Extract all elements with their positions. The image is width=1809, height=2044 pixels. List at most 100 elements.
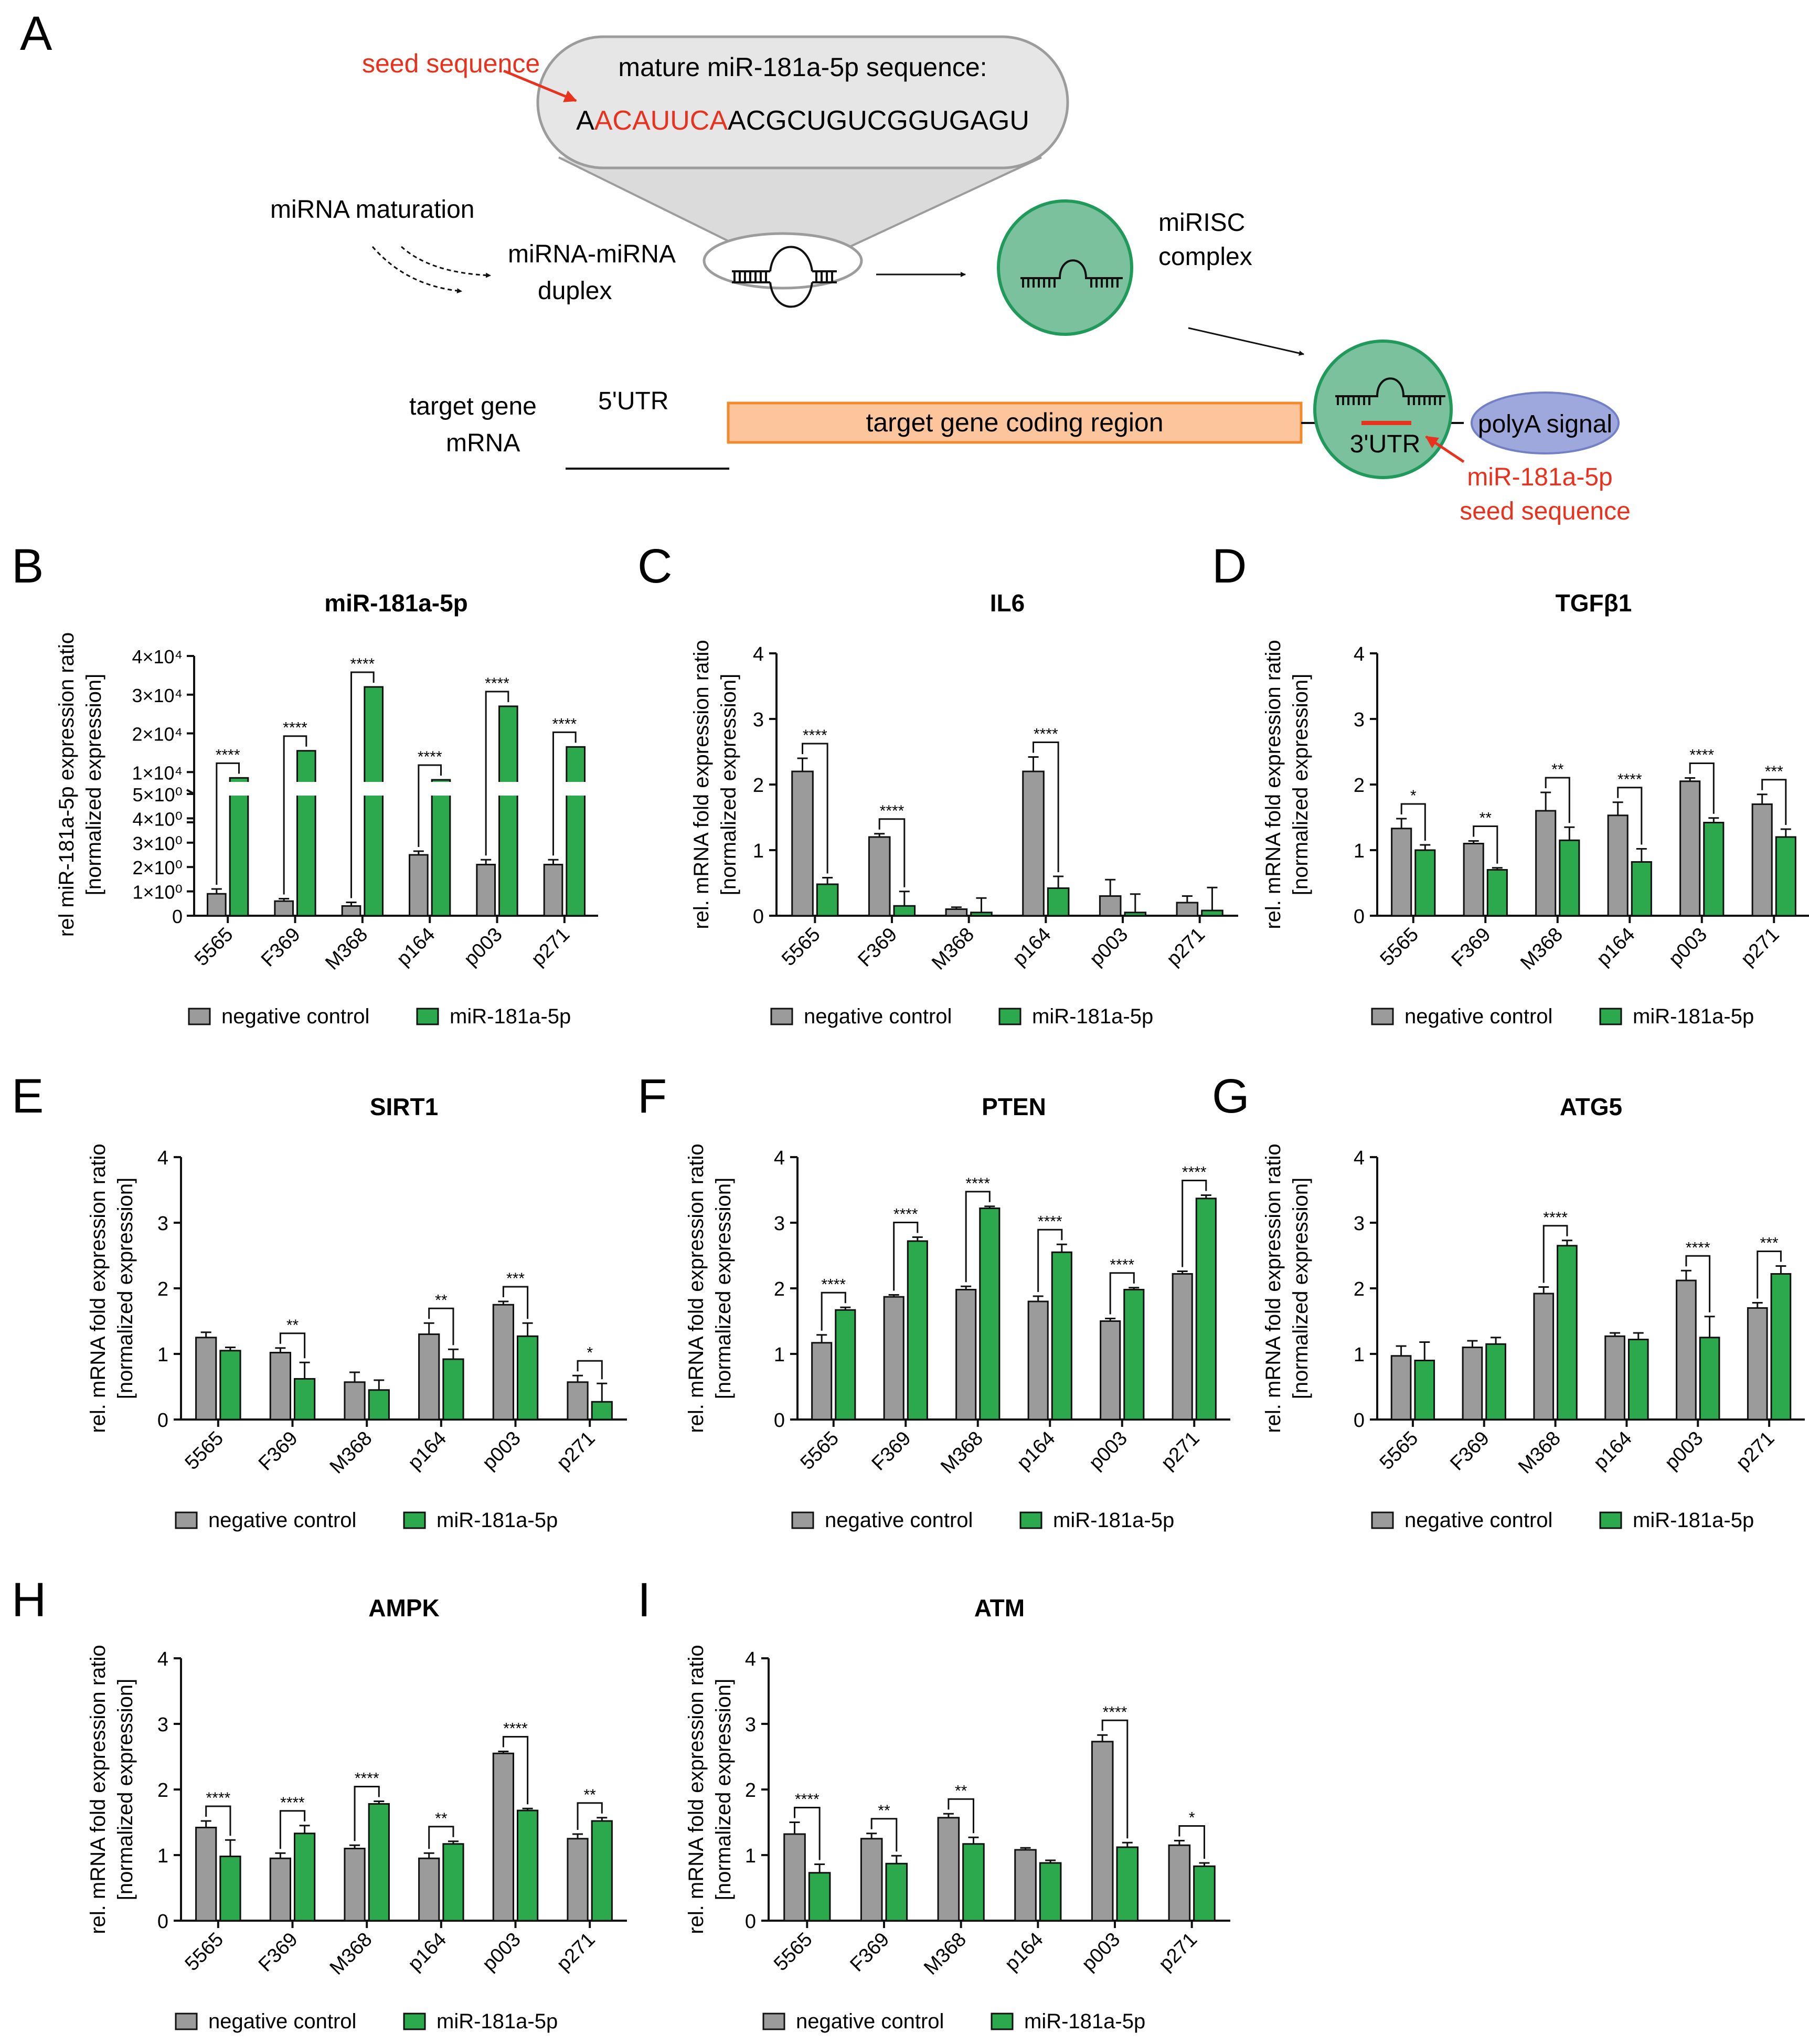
bar-treated	[431, 779, 451, 917]
y-axis-label-units: [normalized expression]	[717, 674, 740, 895]
y-tick-label: 2	[753, 775, 764, 797]
significance-bracket	[794, 1807, 821, 1860]
x-tick-label: M368	[928, 924, 978, 975]
significance-marker: ****	[503, 1720, 528, 1738]
panel-label: E	[12, 1069, 44, 1123]
y-tick-label: 4×10⁰	[132, 808, 183, 830]
panel-e-chart: E SIRT1 rel. mRNA fold expression ratio [no…	[12, 1069, 627, 1532]
y-tick-label: 2	[774, 1278, 785, 1300]
legend-swatch-control	[175, 2013, 198, 2030]
legend-swatch-treated	[1599, 1511, 1622, 1529]
legend-swatch-control	[791, 1511, 814, 1529]
significance-marker: ****	[206, 1789, 230, 1807]
x-tick-label: p271	[1155, 1929, 1201, 1975]
bar-control	[1027, 1300, 1049, 1421]
x-tick-label: p003	[1078, 1929, 1124, 1975]
bar-treated	[1116, 1846, 1139, 1922]
bar-treated	[1124, 912, 1147, 917]
significance-bracket	[965, 1191, 991, 1283]
x-tick-label: 5565	[1376, 924, 1423, 970]
significance-bracket	[354, 1786, 380, 1841]
duplex-label-1: miRNA-miRNA	[508, 240, 676, 268]
x-tick-label: F369	[254, 1427, 302, 1475]
legend-swatch-treated	[403, 1511, 426, 1529]
bar-control	[1390, 1355, 1412, 1421]
bar-treated	[296, 750, 316, 917]
panel-label: F	[637, 1069, 667, 1123]
x-tick-label: 5565	[190, 924, 237, 970]
bar-control	[344, 1381, 366, 1421]
significance-marker: **	[1551, 761, 1564, 778]
significance-bracket	[502, 1736, 529, 1805]
bar-treated	[294, 1378, 316, 1421]
bar-control	[811, 1342, 833, 1421]
y-tick-label: 1	[157, 1344, 168, 1366]
bar-treated	[1703, 822, 1725, 917]
bar-treated	[893, 905, 916, 917]
x-tick-label: p164	[1013, 1427, 1059, 1474]
x-tick-label: M368	[937, 1427, 987, 1478]
y-axis-label-units: [normalized expression]	[712, 1679, 735, 1900]
bar-treated	[1414, 849, 1436, 917]
x-tick-label: p164	[1589, 1427, 1636, 1474]
bar-control	[1533, 1293, 1555, 1421]
significance-marker: ****	[355, 1770, 379, 1787]
y-tick-label: 3	[745, 1714, 756, 1736]
bar-control	[341, 905, 361, 917]
utr5-label: 5'UTR	[598, 387, 669, 415]
significance-bracket	[1685, 1255, 1711, 1312]
axis-break-gap	[430, 782, 452, 796]
y-tick-label: 2×10⁰	[132, 857, 183, 878]
x-tick-label: p271	[1157, 1427, 1204, 1474]
mature-sequence-box	[536, 35, 1069, 170]
x-tick-label: p164	[392, 924, 439, 970]
significance-marker: ****	[552, 715, 577, 733]
x-tick-label: p003	[1086, 924, 1132, 970]
bar-control	[1676, 1279, 1697, 1421]
legend-swatch-control	[1371, 1511, 1394, 1529]
significance-bracket	[802, 743, 828, 874]
y-tick-label: 2	[1354, 775, 1365, 797]
chart-title: AMPK	[368, 1594, 439, 1622]
significance-marker: ***	[1765, 763, 1783, 780]
bar-treated	[1485, 1343, 1506, 1421]
bar-treated	[970, 912, 993, 917]
x-tick-label: F369	[854, 924, 901, 971]
bar-control	[937, 1817, 960, 1922]
mature-sequence: AACAUUCAACGCUGUCGGUGAGU	[576, 105, 1029, 136]
seq-rest: ACGCUGUCGGUGAGU	[728, 105, 1029, 136]
x-tick-label: 5565	[796, 1427, 843, 1474]
x-tick-label: p164	[1008, 924, 1055, 970]
mature-sequence-title: mature miR-181a-5p sequence:	[618, 52, 987, 82]
significance-marker: ****	[280, 1794, 305, 1812]
y-tick-label: 1	[157, 1845, 168, 1867]
legend-label-treated: miR-181a-5p	[1633, 1005, 1754, 1028]
x-tick-label: p003	[478, 1929, 525, 1975]
y-tick-label: 4	[157, 1147, 168, 1169]
bar-control	[955, 1289, 977, 1421]
x-tick-label: p003	[1661, 1427, 1707, 1474]
y-tick-label: 2×10⁴	[132, 724, 183, 745]
y-tick-label: 3	[774, 1213, 785, 1235]
y-axis-label-units: [normalized expression]	[712, 1178, 735, 1399]
x-tick-label: p003	[1665, 924, 1711, 970]
significance-marker: ****	[803, 727, 827, 744]
bar-control	[1462, 1347, 1483, 1421]
mirisc-strand-icon	[1020, 259, 1123, 288]
bar-treated	[591, 1401, 613, 1421]
significance-marker: *	[1410, 787, 1417, 804]
chart-title: IL6	[990, 589, 1025, 617]
significance-marker: ***	[506, 1270, 525, 1287]
bar-control	[1091, 1741, 1114, 1922]
significance-bracket	[502, 1286, 529, 1319]
bar-control	[195, 1337, 217, 1421]
x-tick-label: F369	[1446, 1427, 1494, 1475]
bar-treated	[219, 1856, 241, 1922]
bar-treated	[1631, 861, 1652, 917]
y-axis-label-units: [normalized expression]	[1289, 1178, 1312, 1399]
significance-bracket	[279, 1332, 306, 1359]
y-axis-label-units: [normalized expression]	[1289, 674, 1312, 895]
significance-bracket	[216, 762, 240, 885]
x-tick-label: 5565	[778, 924, 824, 970]
bar-control	[1391, 828, 1412, 917]
